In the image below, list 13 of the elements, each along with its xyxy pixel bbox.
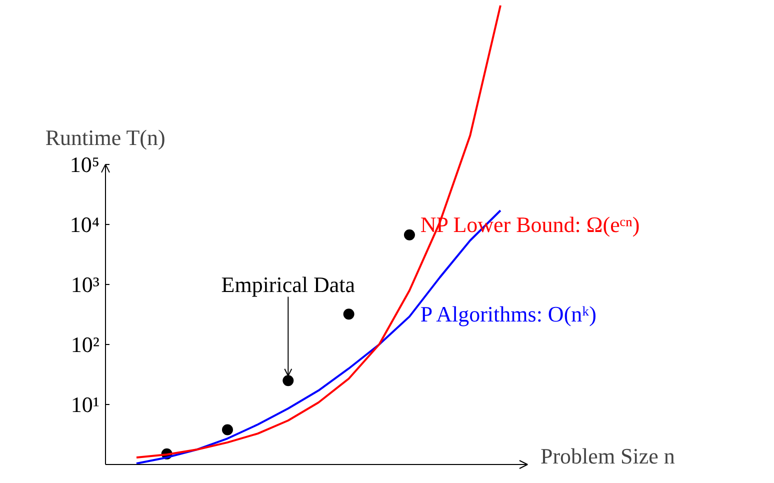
y-tick-label: 10⁵: [70, 152, 100, 177]
y-tick-label: 10¹: [70, 392, 100, 417]
point: [222, 424, 233, 436]
x-axis-title: Problem Size n: [540, 444, 675, 468]
point: [282, 375, 294, 386]
y-tick-label: 10⁴: [70, 212, 100, 237]
y-tick-label: 10³: [70, 272, 100, 297]
annotation: Empirical Data: [221, 272, 356, 297]
point: [343, 308, 354, 320]
y-tick-label: 10²: [70, 332, 100, 357]
y-axis-title: Runtime T(n): [45, 124, 166, 150]
point: [404, 229, 415, 240]
series-label: P Algorithms: O(nᵏ): [420, 302, 596, 327]
